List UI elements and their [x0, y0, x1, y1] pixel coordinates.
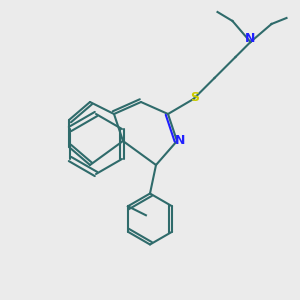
Text: N: N [245, 32, 256, 46]
Text: S: S [190, 91, 200, 104]
Text: N: N [175, 134, 185, 148]
